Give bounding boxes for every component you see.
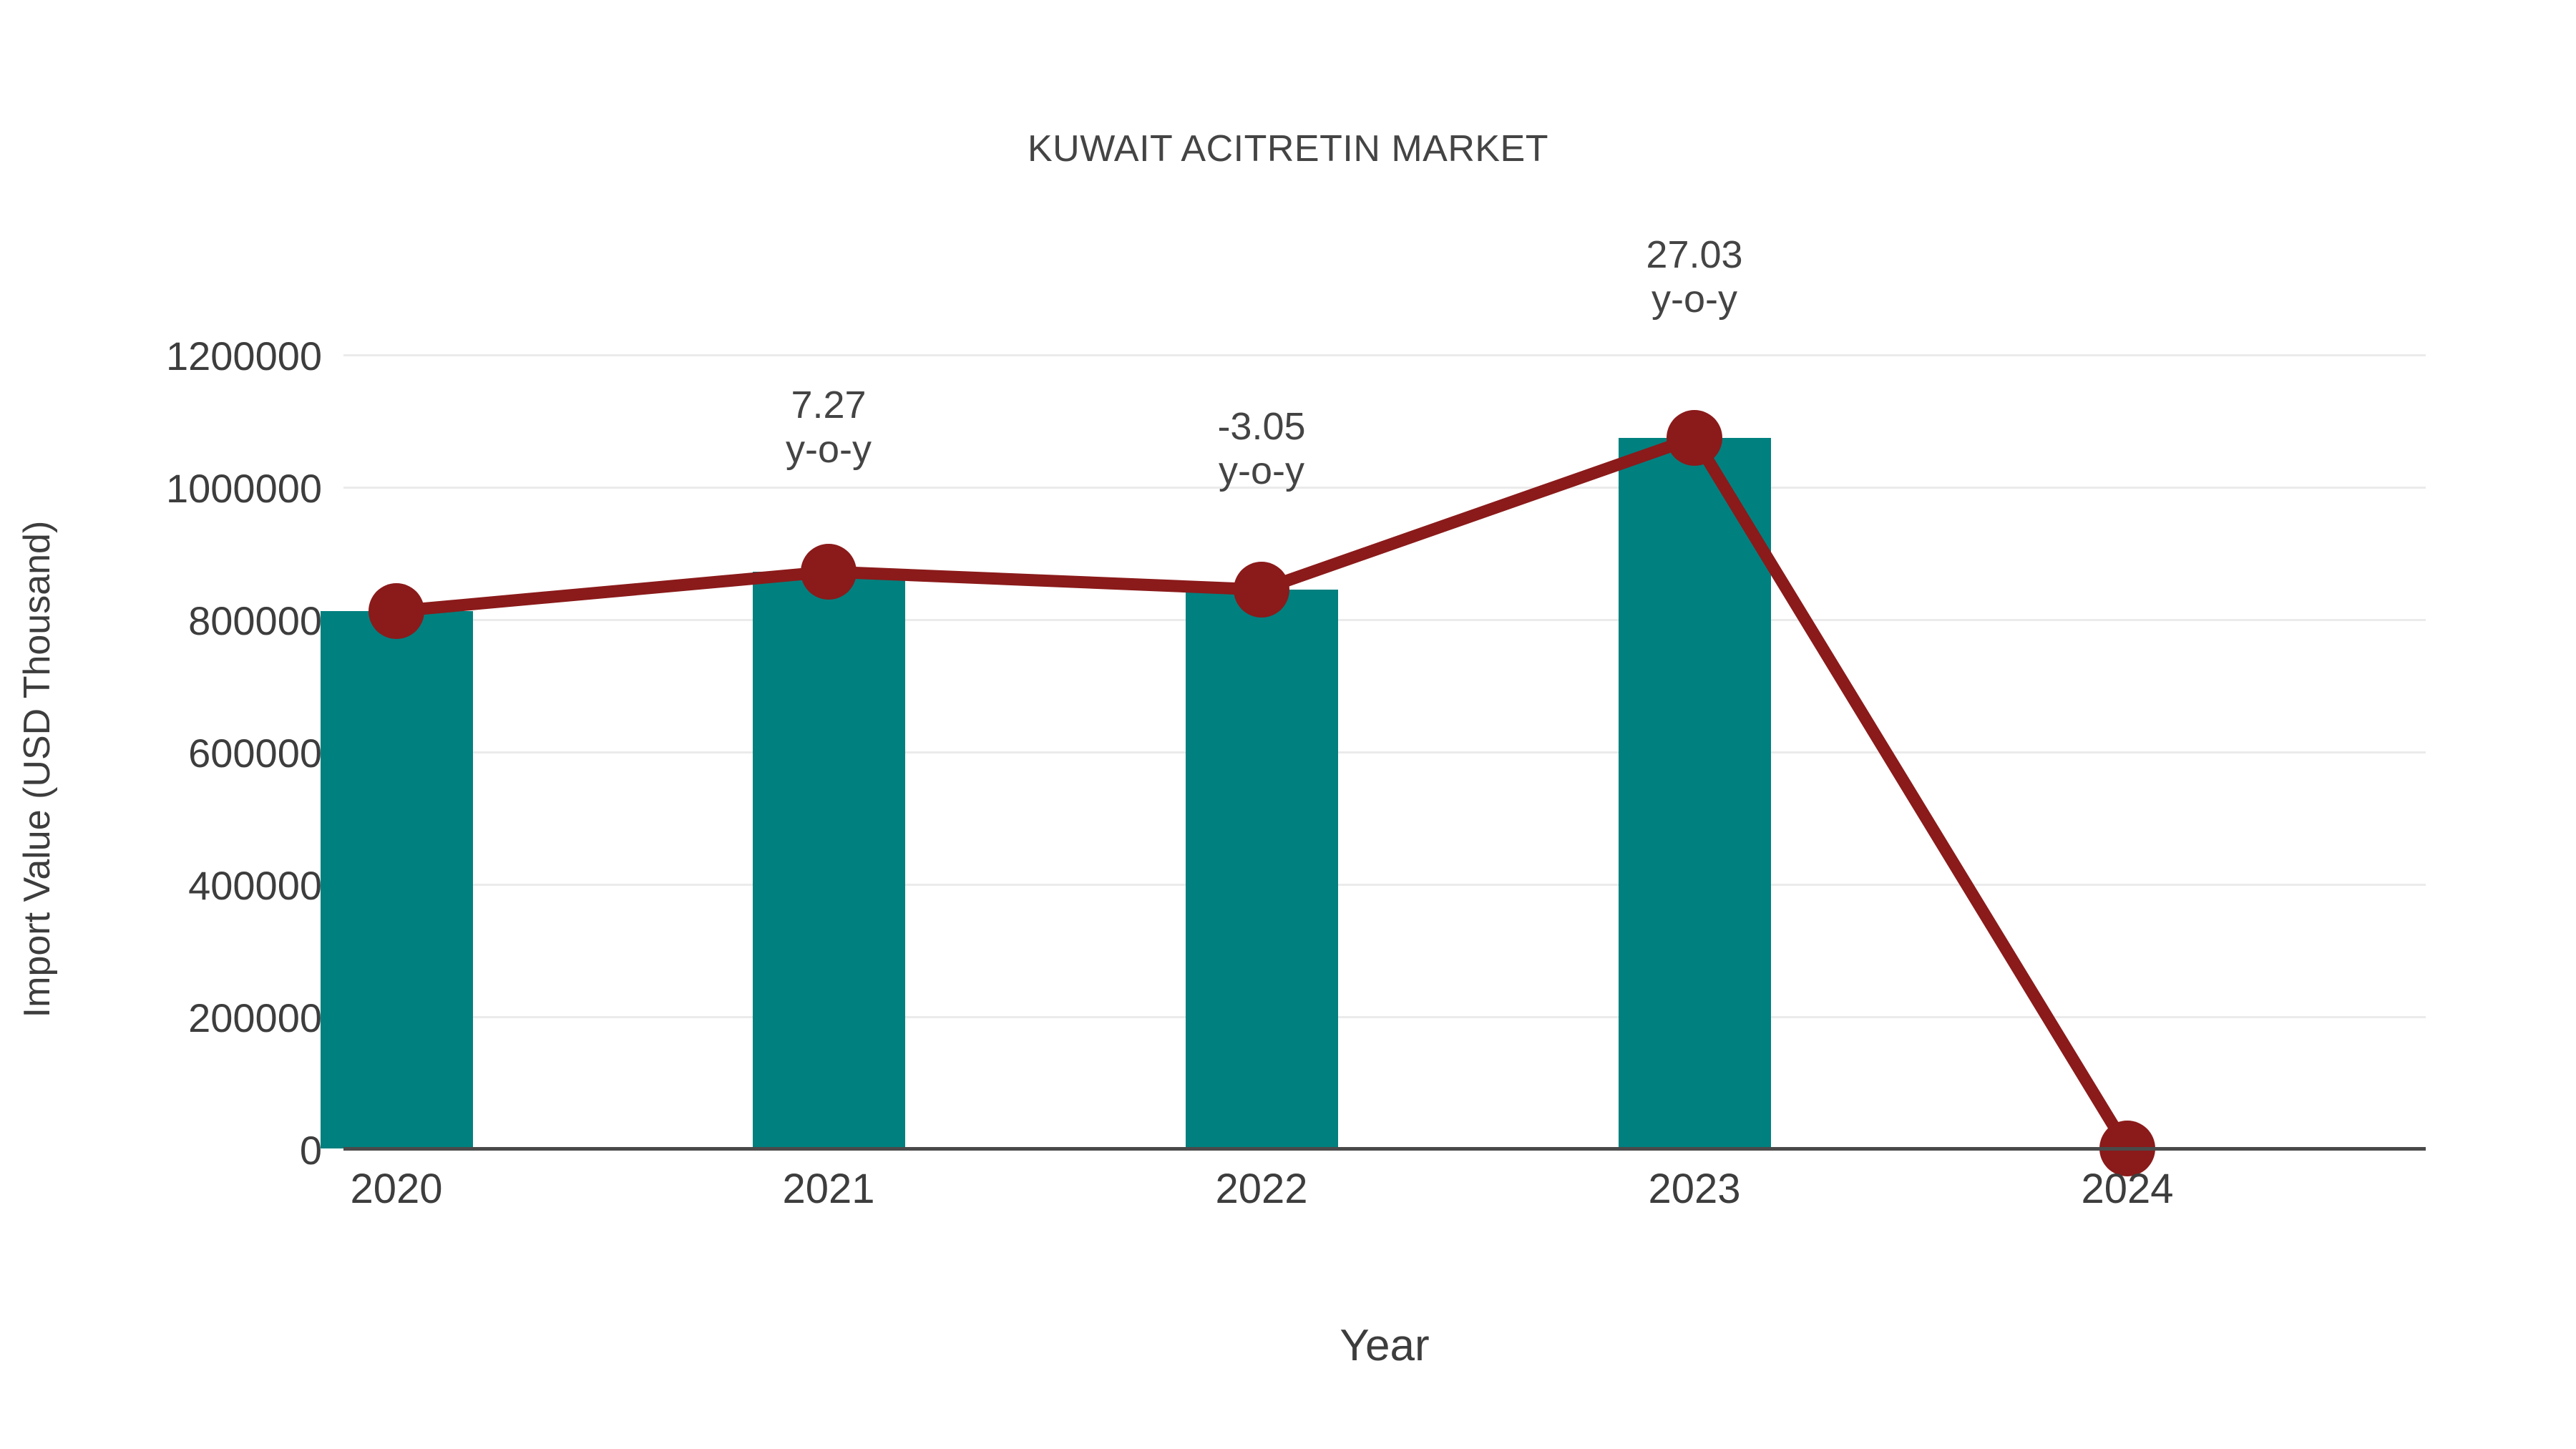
gridline-400000	[343, 884, 2426, 886]
x-axis-title: Year	[1340, 1321, 1430, 1370]
y-tick-label-800000: 800000	[188, 598, 322, 643]
gridline-200000	[343, 1016, 2426, 1018]
bar-2023[interactable]	[1619, 438, 1771, 1148]
yoy-value-2023: 27.03	[1646, 233, 1743, 276]
gridline-800000	[343, 619, 2426, 621]
x-tick-label-2022: 2022	[1215, 1166, 1308, 1212]
yoy-suffix-2021: y-o-y	[786, 428, 872, 472]
gridline-1200000	[343, 354, 2426, 356]
y-tick-label-600000: 600000	[188, 731, 322, 776]
y-tick-label-0: 0	[299, 1128, 322, 1173]
y-tick-label-1000000: 1000000	[165, 466, 322, 511]
bar-2020[interactable]	[321, 611, 473, 1148]
chart-title: KUWAIT ACITRETIN MARKET	[1028, 128, 1548, 170]
x-tick-label-2020: 2020	[350, 1166, 443, 1212]
yoy-annotation-2022: -3.05 y-o-y	[1097, 404, 1426, 493]
x-axis-line	[343, 1147, 2426, 1151]
x-tick-label-2021: 2021	[782, 1166, 875, 1212]
y-tick-label-1200000: 1200000	[165, 333, 322, 379]
y-tick-label-400000: 400000	[188, 863, 322, 908]
yoy-suffix-2023: y-o-y	[1652, 278, 1737, 321]
yoy-annotation-2023: 27.03 y-o-y	[1530, 233, 1859, 321]
gridline-600000	[343, 751, 2426, 753]
y-tick-label-200000: 200000	[188, 995, 322, 1040]
x-tick-label-2023: 2023	[1648, 1166, 1741, 1212]
yoy-value-2021: 7.27	[791, 384, 867, 426]
yoy-annotation-2021: 7.27 y-o-y	[664, 383, 993, 472]
yoy-suffix-2022: y-o-y	[1219, 449, 1304, 493]
bar-2021[interactable]	[753, 572, 905, 1148]
yoy-value-2022: -3.05	[1217, 405, 1306, 448]
x-tick-label-2024: 2024	[2081, 1166, 2174, 1212]
bar-2022[interactable]	[1186, 590, 1338, 1148]
